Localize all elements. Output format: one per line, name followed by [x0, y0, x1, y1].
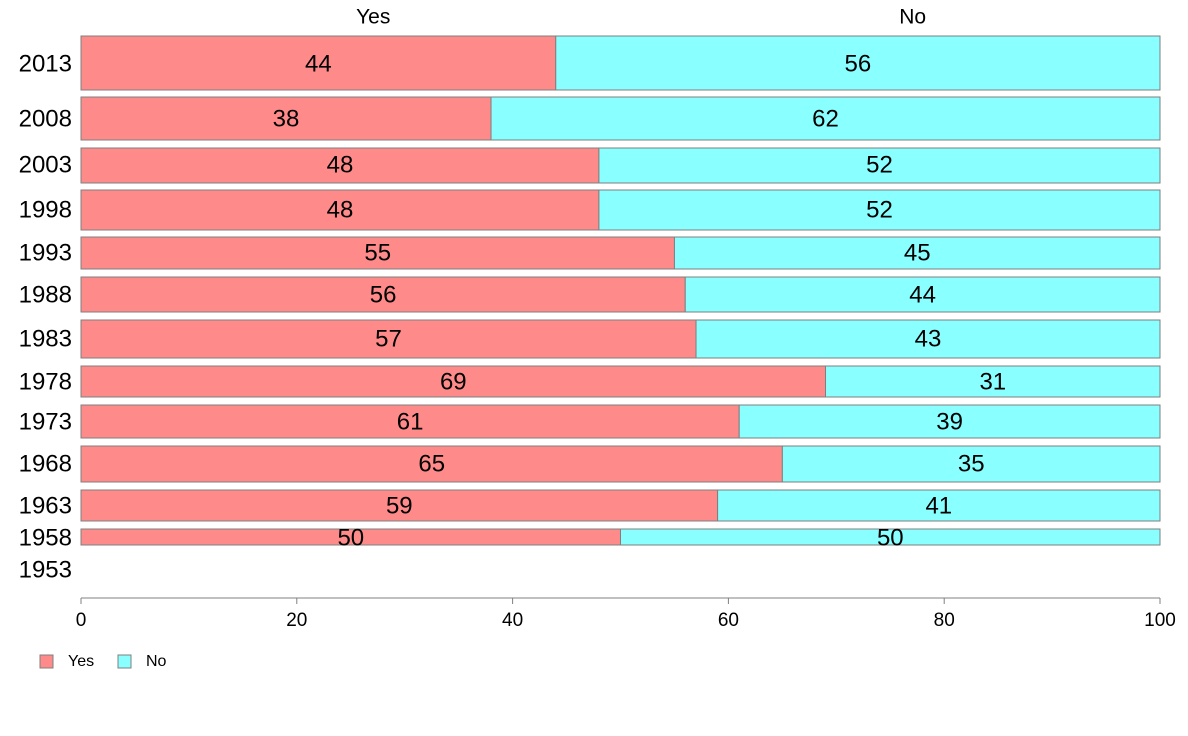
bar-label-yes-1973: 61 [397, 408, 424, 435]
column-header-no: No [899, 6, 926, 29]
bar-label-no-1958: 50 [877, 524, 904, 551]
x-tick-label-0: 0 [76, 610, 87, 631]
year-label-1963: 1963 [19, 492, 72, 519]
bar-yes-1998 [80, 189, 600, 231]
legend-label-no: No [146, 653, 167, 670]
bar-no-1983 [695, 319, 1161, 359]
bar-no-1993 [673, 236, 1161, 270]
bar-label-yes-1958: 50 [337, 524, 364, 551]
bar-label-yes-1963: 59 [386, 492, 413, 519]
bar-label-no-1998: 52 [866, 196, 893, 223]
bar-label-no-1993: 45 [904, 239, 931, 266]
year-label-1998: 1998 [19, 196, 72, 223]
year-label-2013: 2013 [19, 50, 72, 77]
legend-label-yes: Yes [68, 653, 94, 670]
bar-label-no-2013: 56 [845, 50, 872, 77]
bar-label-no-1963: 41 [925, 492, 952, 519]
year-label-1968: 1968 [19, 450, 72, 477]
year-label-2003: 2003 [19, 151, 72, 178]
bar-label-yes-1983: 57 [375, 325, 402, 352]
x-tick-label-80: 80 [934, 610, 955, 631]
bar-no-1958 [620, 528, 1161, 546]
year-label-1988: 1988 [19, 281, 72, 308]
year-label-1958: 1958 [19, 524, 72, 551]
bar-label-no-1978: 31 [979, 368, 1006, 395]
bar-no-2013 [555, 35, 1161, 91]
bar-label-no-1968: 35 [958, 450, 985, 477]
year-label-1978: 1978 [19, 368, 72, 395]
year-label-1973: 1973 [19, 408, 72, 435]
legend-swatch-no [117, 654, 132, 669]
year-label-2008: 2008 [19, 105, 72, 132]
bar-label-yes-1968: 65 [418, 450, 445, 477]
bar-label-no-2003: 52 [866, 151, 893, 178]
bar-yes-1993 [80, 236, 675, 270]
bar-label-yes-1978: 69 [440, 368, 467, 395]
column-header-yes: Yes [356, 6, 390, 29]
bar-no-1963 [717, 489, 1161, 522]
bar-label-yes-1993: 55 [364, 239, 391, 266]
bar-yes-1968 [80, 445, 783, 483]
bar-label-yes-2003: 48 [327, 151, 354, 178]
year-label-1983: 1983 [19, 325, 72, 352]
x-tick-label-60: 60 [718, 610, 739, 631]
bar-label-no-2008: 62 [812, 105, 839, 132]
legend-swatch-yes [39, 654, 54, 669]
bar-label-yes-1988: 56 [370, 281, 397, 308]
bar-no-1978 [825, 365, 1161, 398]
bar-no-1973 [738, 404, 1161, 439]
bar-no-1968 [781, 445, 1161, 483]
bar-label-no-1973: 39 [936, 408, 963, 435]
bar-label-yes-2013: 44 [305, 50, 332, 77]
bar-no-1998 [598, 189, 1161, 231]
bar-yes-1963 [80, 489, 719, 522]
bar-no-1988 [684, 276, 1161, 313]
x-tick-label-40: 40 [502, 610, 523, 631]
bar-yes-2013 [80, 35, 557, 91]
bar-label-no-1983: 43 [915, 325, 942, 352]
bar-no-2003 [598, 147, 1161, 184]
bar-label-yes-2008: 38 [273, 105, 300, 132]
bar-yes-2008 [80, 96, 492, 141]
bar-label-yes-1998: 48 [327, 196, 354, 223]
x-tick-label-100: 100 [1144, 610, 1176, 631]
bar-no-2008 [490, 96, 1161, 141]
bar-label-no-1988: 44 [909, 281, 936, 308]
bar-yes-2003 [80, 147, 600, 184]
year-label-1993: 1993 [19, 239, 72, 266]
bar-yes-1983 [80, 319, 697, 359]
x-tick-label-20: 20 [286, 610, 307, 631]
year-label-1953: 1953 [19, 556, 72, 583]
bar-yes-1973 [80, 404, 740, 439]
